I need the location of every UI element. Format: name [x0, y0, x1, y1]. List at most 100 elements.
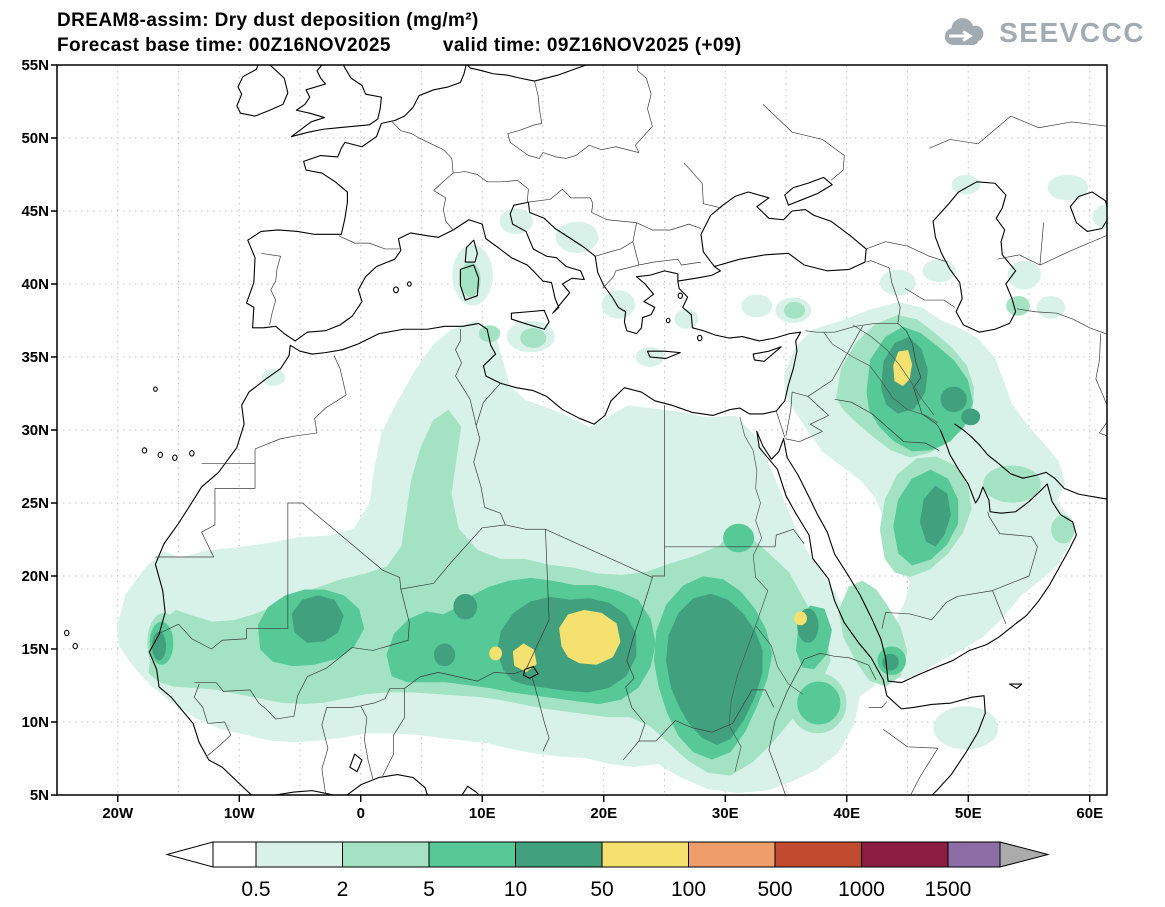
- island-dot: [394, 287, 399, 293]
- legend-tick: 500: [757, 878, 792, 901]
- legend-tick: 50: [590, 878, 613, 901]
- dust-patch: [794, 611, 807, 626]
- coastlines: [65, 64, 1128, 803]
- dust-patch: [940, 386, 967, 413]
- lat-label: 25N: [21, 495, 49, 512]
- dust-region: [893, 350, 913, 386]
- europe-borders: [261, 64, 1113, 325]
- island-dot: [73, 643, 77, 648]
- africa-coastline: [149, 323, 800, 802]
- dust-region: [919, 485, 951, 547]
- lon-label: 30E: [712, 805, 739, 822]
- socotra-coastline: [1010, 684, 1022, 688]
- legend-tick: 100: [671, 878, 706, 901]
- islands: [65, 240, 1022, 688]
- colorbar-right-arrow: [999, 841, 1050, 868]
- forecast-base-time: Forecast base time: 00Z16NOV2025: [57, 35, 391, 56]
- colorbar-legend: 0.5 2 5 10 50 100 500 1000 1500: [165, 841, 1050, 901]
- dust-patch: [933, 706, 999, 750]
- lon-label: 10W: [224, 805, 256, 822]
- aral-sea-outline: [1070, 192, 1109, 231]
- gulf-of-guinea-coastline: [271, 775, 480, 796]
- africa-redsea-coastline: [757, 431, 985, 796]
- dust-patch: [499, 208, 533, 234]
- corsica-coastline: [465, 240, 477, 262]
- dust-patch: [783, 301, 806, 319]
- dust-region: [666, 593, 763, 745]
- mideast-borders: [776, 242, 1127, 629]
- colorbar-segment: [212, 841, 257, 868]
- nile-river: [729, 417, 803, 772]
- tigris-river: [853, 325, 934, 416]
- country-borders: [155, 64, 1127, 797]
- lake-chad-outline: [524, 667, 539, 679]
- longitude-axis: 20W 10W 0 10E 20E 30E 40E 50E 60E: [102, 805, 1103, 822]
- lat-label: 10N: [21, 714, 49, 731]
- legend-tick: 1000: [838, 878, 885, 901]
- lon-label: 20W: [102, 805, 134, 822]
- dust-patch: [983, 465, 1041, 503]
- figure-header: DREAM8-assim: Dry dust deposition (mg/m²…: [57, 8, 742, 58]
- dust-patch: [1047, 174, 1089, 201]
- dust-patch: [152, 631, 167, 661]
- latitude-axis: 55N 50N 45N 40N 35N 30N 25N 20N 15N 10N …: [21, 57, 49, 804]
- figure-subtitle: Forecast base time: 00Z16NOV2025 valid t…: [57, 33, 742, 58]
- axis-ticks: [51, 64, 1091, 802]
- colorbar-segment: [255, 841, 343, 868]
- lat-label: 35N: [21, 349, 49, 366]
- lon-label: 10E: [469, 805, 496, 822]
- dust-patch: [723, 523, 755, 553]
- rivers: [729, 325, 938, 772]
- mediterranean-north-coastline: [295, 202, 678, 341]
- lon-label: 50E: [955, 805, 982, 822]
- colorbar-segment: [688, 841, 776, 868]
- colorbar-segment: [774, 841, 862, 868]
- lon-label: 20E: [590, 805, 617, 822]
- lake-volta-outline: [350, 754, 362, 772]
- colorbar-segment: [947, 841, 1001, 868]
- island-dot: [698, 335, 702, 340]
- cloud-icon: [944, 18, 984, 45]
- dust-patch: [261, 369, 286, 386]
- lat-label: 40N: [21, 276, 49, 293]
- lat-label: 50N: [21, 130, 49, 147]
- sicily-coastline: [511, 310, 549, 329]
- legend-tick: 2: [337, 878, 349, 901]
- colorbar-segment: [342, 841, 430, 868]
- lon-label: 60E: [1076, 805, 1103, 822]
- dust-patch: [555, 221, 599, 253]
- colorbar-segment: [601, 841, 689, 868]
- legend-tick: 5: [423, 878, 435, 901]
- seevccc-logo: SEEVCCC: [940, 16, 1145, 50]
- turkey-coastline: [678, 266, 801, 340]
- dust-patch: [1092, 204, 1107, 230]
- sardinia-coastline: [460, 265, 478, 300]
- island-dot: [173, 455, 177, 460]
- colorbar-left-arrow: [165, 841, 214, 868]
- island-dot: [408, 282, 412, 286]
- dust-patch: [674, 309, 699, 329]
- dust-patch: [797, 681, 841, 725]
- colorbar-segment: [861, 841, 949, 868]
- dust-patch: [453, 593, 478, 620]
- island-dot: [154, 387, 158, 391]
- lat-label: 20N: [21, 568, 49, 585]
- colorbar-segment: [428, 841, 516, 868]
- arabia-coastline: [784, 430, 1077, 683]
- lat-label: 5N: [30, 787, 49, 804]
- dust-patch: [922, 259, 956, 283]
- logo-text: SEEVCCC: [999, 17, 1145, 48]
- ireland-coastline: [237, 64, 288, 117]
- baltic-coastline: [466, 64, 590, 82]
- figure-title: DREAM8-assim: Dry dust deposition (mg/m²…: [57, 10, 479, 31]
- colorbar-segment: [515, 841, 603, 868]
- iran-coastline: [955, 424, 1128, 500]
- dust-patch: [1051, 515, 1075, 544]
- caspian-sea-outline: [933, 182, 1016, 332]
- lon-label: 0: [357, 805, 365, 822]
- dust-patch: [520, 328, 547, 348]
- legend-tick: 1500: [925, 878, 972, 901]
- island-dot: [65, 630, 69, 635]
